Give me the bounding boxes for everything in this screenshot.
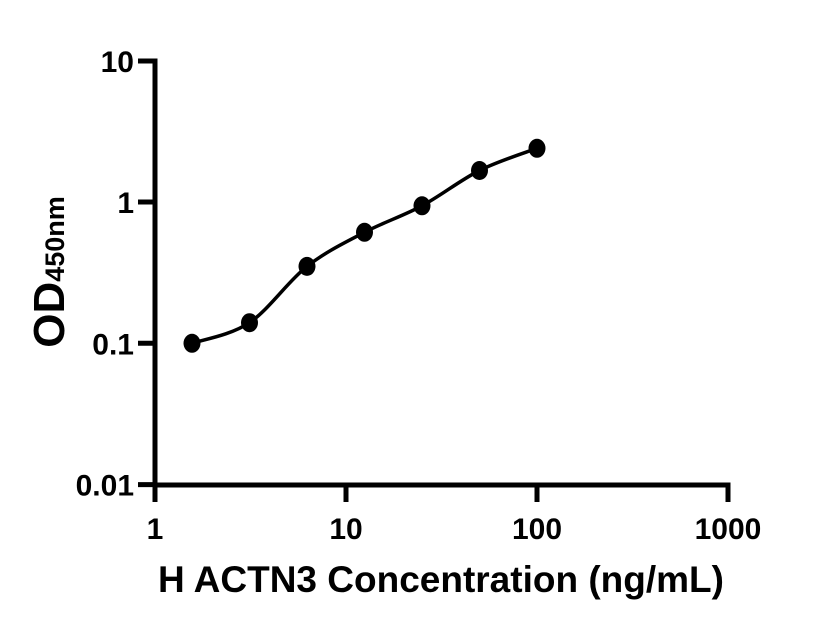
x-tick-label-10: 10 bbox=[329, 513, 362, 546]
y-axis: 10 1 0.1 0.01 bbox=[76, 46, 158, 503]
y-tick-label-10: 10 bbox=[101, 46, 134, 79]
data-point-2 bbox=[298, 256, 316, 276]
y-tick-label-1: 1 bbox=[117, 187, 134, 220]
data-point-3 bbox=[356, 222, 373, 242]
y-axis-title-subscript: 450nm bbox=[40, 196, 70, 282]
data-point-1 bbox=[241, 313, 258, 333]
data-point-6 bbox=[528, 138, 546, 158]
y-tick-label-0p01: 0.01 bbox=[76, 470, 134, 503]
y-tick-label-0p1: 0.1 bbox=[92, 328, 134, 361]
x-tick-label-1: 1 bbox=[147, 513, 164, 546]
data-point-5 bbox=[471, 161, 488, 180]
y-axis-title: OD450nm bbox=[25, 196, 74, 348]
data-point-4 bbox=[413, 196, 431, 216]
standard-curve-line bbox=[190, 146, 539, 346]
y-axis-title-main: OD bbox=[25, 282, 74, 348]
x-axis-title: H ACTN3 Concentration (ng/mL) bbox=[158, 559, 724, 600]
data-series bbox=[183, 138, 546, 353]
x-axis: 1 10 100 1000 bbox=[147, 482, 762, 546]
x-tick-label-100: 100 bbox=[512, 513, 562, 546]
data-point-0 bbox=[183, 333, 201, 353]
x-tick-label-1000: 1000 bbox=[695, 513, 762, 546]
